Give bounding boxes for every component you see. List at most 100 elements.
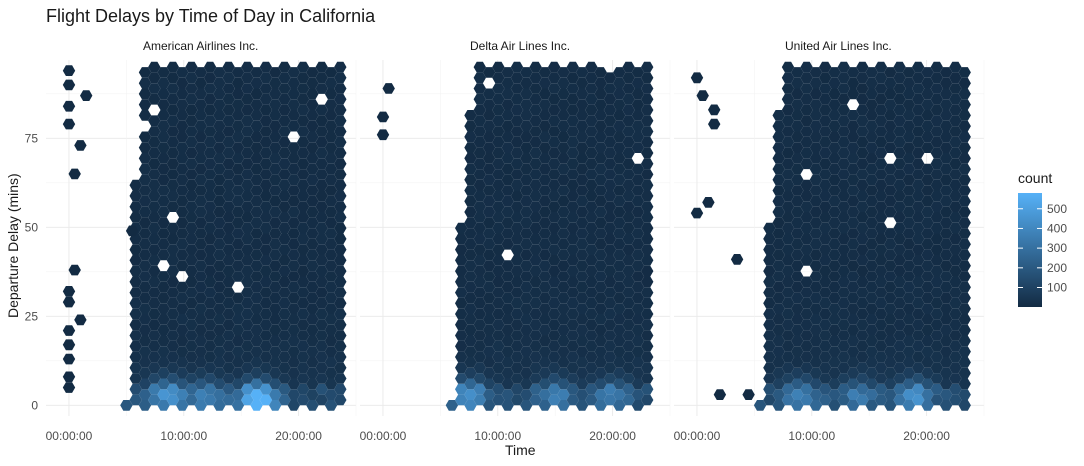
hexbin-cell	[473, 394, 486, 406]
hexbin-cell	[594, 367, 607, 379]
hexbin-cell	[222, 212, 235, 223]
hexbin-cell	[791, 314, 804, 325]
hexbin-cell	[157, 357, 170, 368]
hexbin-cell	[846, 335, 860, 347]
hexbin-cell	[157, 346, 170, 357]
hexbin-cell	[893, 308, 906, 320]
hexbin-cell	[828, 217, 841, 229]
hexbin-cell	[520, 292, 533, 304]
hexbin-cell	[902, 281, 916, 293]
hexbin-cell	[296, 179, 310, 191]
hexbin-cell	[213, 110, 226, 121]
hexbin-cell	[501, 314, 514, 325]
hexbin-cell	[893, 394, 906, 406]
hexbin-cell	[194, 238, 207, 250]
hexbin-cell	[958, 367, 971, 379]
hexbin-cell	[213, 367, 226, 379]
hexbin-cell	[213, 281, 226, 293]
hexbin-cell	[902, 346, 916, 357]
hexbin-cell	[594, 303, 607, 314]
hexbin-cell	[129, 287, 142, 298]
hexbin-cell	[259, 115, 273, 127]
hexbin-cell	[510, 383, 524, 395]
hexbin-cell	[538, 163, 552, 175]
hexbin-cell	[819, 212, 832, 223]
hexbin-cell	[259, 233, 273, 245]
hexbin-cell	[287, 357, 300, 368]
hexbin-cell	[575, 400, 589, 411]
hexbin-cell	[129, 255, 142, 266]
hexbin-cell	[772, 228, 785, 239]
hexbin-cell	[837, 201, 850, 212]
hexbin-cell	[194, 271, 207, 282]
hexbin-cell	[772, 292, 785, 304]
hexbin-cell	[893, 93, 906, 105]
hexbin-cell	[473, 308, 486, 320]
hexbin-cell	[603, 104, 617, 116]
hexbin-cell	[464, 249, 477, 261]
hexbin-cell	[575, 271, 589, 282]
hexbin-cell	[148, 308, 161, 320]
hexbin-cell	[231, 367, 245, 379]
hexbin-cell	[884, 120, 897, 132]
hexbin-cell	[492, 179, 505, 191]
hexbin-cell	[222, 265, 235, 277]
hexbin-cell	[287, 271, 300, 282]
hexbin-cell	[958, 99, 971, 110]
hexbin-cell	[566, 297, 579, 309]
hexbin-cell	[837, 265, 850, 277]
hexbin-cell	[575, 238, 589, 250]
hexbin-cell	[185, 126, 198, 137]
hexbin-cell	[520, 67, 533, 78]
hexbin-cell	[772, 346, 785, 357]
hexbin-cell	[306, 335, 319, 347]
hexbin-cell	[538, 153, 552, 164]
hexbin-cell	[566, 201, 579, 212]
hexbin-cell	[939, 303, 953, 314]
hexbin-cell	[912, 351, 925, 363]
hexbin-cell	[819, 244, 832, 255]
hexbin-cell	[241, 61, 254, 73]
hexbin-cell	[631, 77, 645, 89]
hexbin-cell	[949, 222, 962, 234]
hexbin-cell	[520, 346, 533, 357]
hexbin-cell	[203, 330, 217, 341]
hexbin-cell	[231, 389, 245, 400]
hexbin-cell	[791, 88, 804, 100]
hexbin-cell	[585, 255, 598, 266]
hexbin-cell	[874, 83, 888, 94]
hexbin-cell	[529, 222, 542, 234]
x-tick-label: 10:00:00	[160, 429, 207, 443]
hexbin-cell	[529, 362, 542, 374]
hexbin-cell	[874, 222, 888, 234]
hexbin-cell	[492, 276, 505, 288]
hexbin-cell	[501, 303, 514, 314]
hexbin-cell	[529, 190, 542, 202]
hexbin-cell	[884, 346, 897, 357]
hexbin-cell	[912, 115, 925, 127]
hexbin-cell	[594, 389, 607, 400]
hexbin-cell	[501, 238, 514, 250]
hexbin-cell-sparse	[68, 168, 81, 180]
hexbin-cell	[622, 126, 635, 137]
hexbin-cell	[241, 319, 254, 331]
hexbin-cell	[334, 158, 347, 170]
hexbin-cell	[566, 136, 579, 148]
hexbin-cell	[315, 233, 328, 245]
hexbin-cell	[529, 179, 542, 191]
hexbin-cell	[884, 110, 897, 121]
hexbin-cell	[949, 93, 962, 105]
hexbin-cell	[166, 394, 180, 406]
hexbin-cell	[278, 93, 291, 105]
hexbin-cell	[138, 131, 152, 143]
hexbin-cell	[334, 179, 347, 191]
hexbin-cell	[631, 400, 645, 411]
hexbin-cell	[772, 120, 785, 132]
hexbin-cell	[594, 271, 607, 282]
hexbin-cell	[203, 244, 217, 255]
hexbin-cell	[492, 265, 505, 277]
hexbin-cell	[520, 271, 533, 282]
hexbin-cell	[958, 67, 971, 78]
hexbin-cell	[856, 255, 869, 266]
